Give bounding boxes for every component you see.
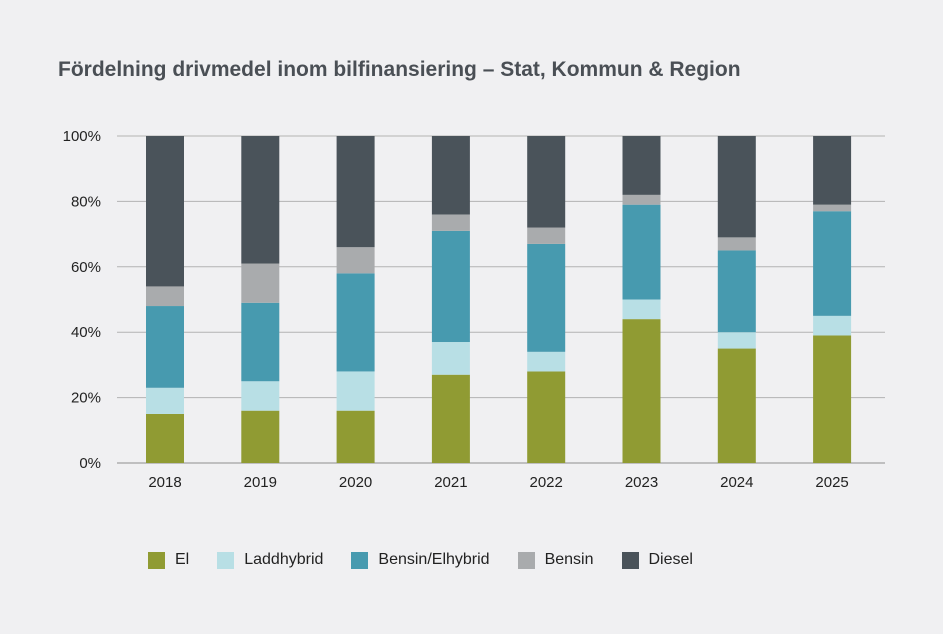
bar-segment <box>813 211 852 316</box>
x-tick-label: 2019 <box>244 474 277 491</box>
legend-item: Bensin/Elhybrid <box>351 551 490 569</box>
x-tick-label: 2023 <box>625 474 658 491</box>
bar-segment <box>241 381 280 411</box>
bars <box>146 136 852 463</box>
bar-segment <box>241 410 280 463</box>
y-tick-label: 60% <box>71 259 101 276</box>
bar-segment <box>431 214 470 231</box>
bar-segment <box>336 273 375 372</box>
bar-segment <box>241 136 280 264</box>
legend-item: Diesel <box>621 551 693 569</box>
bar-segment <box>527 351 566 372</box>
legend-swatch <box>517 551 535 569</box>
bar-segment <box>813 204 852 212</box>
legend-swatch <box>351 551 369 569</box>
x-tick-label: 2025 <box>815 474 848 491</box>
bar-segment <box>336 410 375 463</box>
legend-swatch <box>217 551 235 569</box>
y-tick-label: 0% <box>79 455 101 472</box>
legend-label: Bensin/Elhybrid <box>378 551 490 568</box>
legend-label: Diesel <box>648 551 693 568</box>
bar-segment <box>336 247 375 274</box>
y-tick-label: 20% <box>71 390 101 407</box>
x-tick-label: 2022 <box>530 474 563 491</box>
bar-segment <box>336 371 375 411</box>
legend-swatch <box>148 551 165 569</box>
legend-item: Laddhybrid <box>217 551 323 569</box>
x-tick-label: 2021 <box>434 474 467 491</box>
y-tick-label: 40% <box>71 324 101 341</box>
bar-segment <box>241 263 280 303</box>
bar-segment <box>431 230 470 343</box>
bar-segment <box>146 286 184 307</box>
bar-segment <box>527 371 566 463</box>
bar-segment <box>431 342 470 375</box>
gridlines <box>117 135 885 464</box>
y-tick-label: 80% <box>71 193 101 210</box>
x-tick-label: 2024 <box>720 474 753 491</box>
x-tick-label: 2018 <box>148 474 181 491</box>
legend-label: Laddhybrid <box>244 551 324 568</box>
chart-title: Fördelning drivmedel inom bilfinansierin… <box>58 58 741 81</box>
bar-segment <box>146 387 184 414</box>
legend-label: El <box>175 551 190 568</box>
bar-segment <box>241 302 280 382</box>
legend-item: El <box>148 551 189 569</box>
bar-segment <box>336 136 375 248</box>
x-tick-label: 2020 <box>339 474 372 491</box>
legend-label: Bensin <box>544 551 594 568</box>
bar-segment <box>527 136 566 228</box>
bar-segment <box>813 335 852 463</box>
legend-swatch <box>621 551 639 569</box>
bar-segment <box>717 136 756 238</box>
bar-segment <box>622 299 661 320</box>
bar-segment <box>622 136 661 195</box>
bar-segment <box>622 204 661 300</box>
bar-segment <box>622 319 661 463</box>
bar-segment <box>717 332 756 349</box>
legend-item: Bensin <box>517 551 594 569</box>
axes: 0% 20% 40% 60% 80% 100% 2018 2019 2020 2021 2022 20… <box>63 128 849 491</box>
bar-segment <box>431 136 470 215</box>
stacked-bar-chart: 0% 20% 40% 60% 80% 100% 2018 2019 2020 2021 2022 20… <box>63 128 885 491</box>
bar-segment <box>717 348 756 463</box>
bar-segment <box>717 250 756 333</box>
legend: El Laddhybrid Bensin/Elhybrid Bensin Diesel <box>148 551 721 569</box>
y-tick-label: 100% <box>63 128 101 145</box>
bar-segment <box>622 194 661 205</box>
bar-segment <box>527 227 566 244</box>
bar-segment <box>146 306 184 388</box>
bar-segment <box>431 374 470 463</box>
bar-segment <box>146 136 184 287</box>
bar-segment <box>527 243 566 352</box>
bar-segment <box>813 136 852 205</box>
bar-segment <box>146 413 184 463</box>
bar-segment <box>813 315 852 336</box>
bar-segment <box>717 237 756 251</box>
